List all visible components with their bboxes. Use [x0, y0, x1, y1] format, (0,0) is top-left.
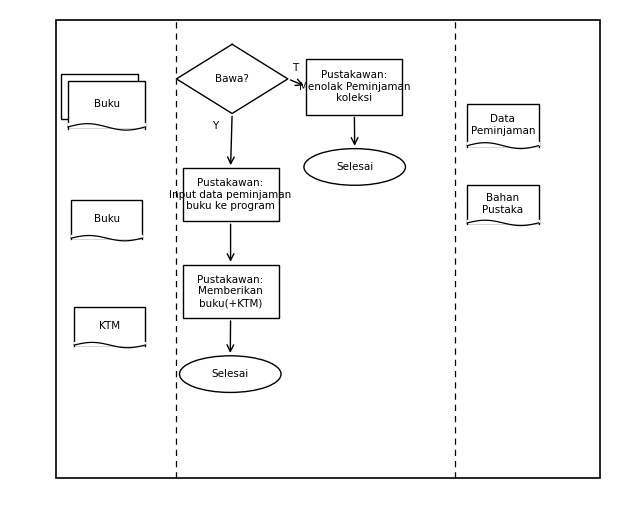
Text: Selesai: Selesai: [212, 369, 249, 379]
Bar: [74, 307, 145, 345]
Bar: [183, 265, 279, 318]
Polygon shape: [71, 235, 142, 238]
Text: T: T: [292, 63, 298, 73]
Text: Data
Peminjaman: Data Peminjaman: [470, 114, 535, 135]
Ellipse shape: [180, 356, 281, 392]
Text: KTM: KTM: [99, 321, 121, 331]
Bar: [183, 168, 279, 221]
Text: Buku: Buku: [93, 99, 120, 109]
Bar: [467, 104, 539, 146]
Text: Pustakawan:
Input data peminjaman
buku ke program: Pustakawan: Input data peminjaman buku k…: [170, 178, 292, 211]
Text: Bahan
Pustaka: Bahan Pustaka: [482, 193, 524, 215]
Bar: [71, 201, 142, 238]
Bar: [68, 81, 145, 127]
Ellipse shape: [304, 149, 405, 185]
Text: Selesai: Selesai: [336, 162, 373, 172]
Text: Pustakawan:
Menolak Peminjaman
koleksi: Pustakawan: Menolak Peminjaman koleksi: [298, 70, 410, 103]
Text: Y: Y: [212, 121, 219, 131]
Text: Pustakawan:
Memberikan
buku(+KTM): Pustakawan: Memberikan buku(+KTM): [197, 275, 264, 308]
Text: Bawa?: Bawa?: [215, 74, 249, 84]
Polygon shape: [74, 342, 145, 345]
Bar: [56, 20, 600, 478]
Polygon shape: [176, 44, 288, 114]
Bar: [306, 59, 402, 115]
Polygon shape: [467, 220, 539, 223]
Bar: [61, 74, 138, 119]
Bar: [467, 185, 539, 223]
Text: Buku: Buku: [93, 214, 120, 224]
Polygon shape: [68, 123, 145, 127]
Polygon shape: [467, 143, 539, 146]
